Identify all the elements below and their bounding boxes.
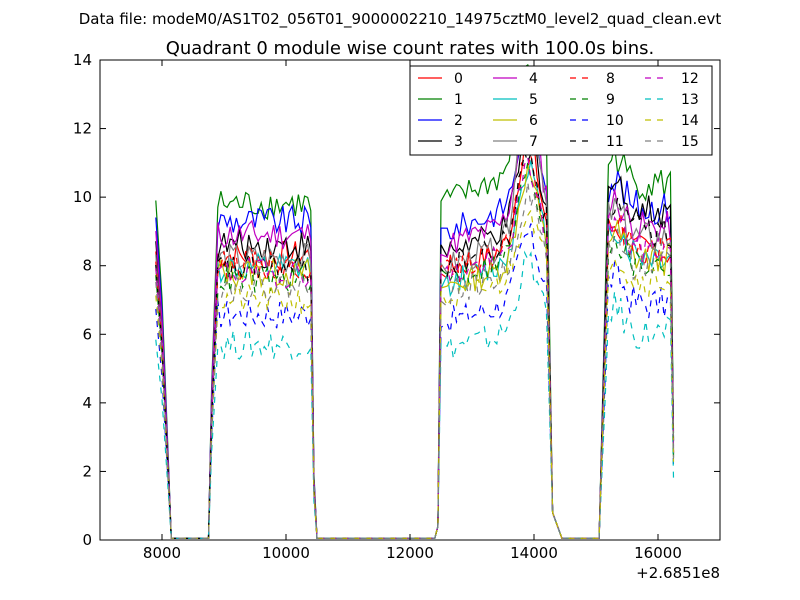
- legend-label-15: 15: [681, 134, 699, 150]
- series-line-5: [155, 160, 675, 539]
- series-line-8: [155, 154, 675, 539]
- legend-label-6: 6: [529, 113, 538, 129]
- y-tick-label: 12: [73, 120, 92, 138]
- legend-label-3: 3: [454, 134, 463, 150]
- series-line-9: [155, 162, 675, 539]
- y-tick-label: 14: [73, 51, 92, 69]
- series-line-14: [155, 208, 675, 539]
- legend-label-14: 14: [681, 113, 699, 129]
- data-file-suptitle: Data file: modeM0/AS1T02_056T01_90000022…: [79, 10, 722, 29]
- y-tick-label: 4: [82, 394, 92, 412]
- legend-label-10: 10: [606, 113, 624, 129]
- x-axis-ticks: 8000 10000 12000 14000 16000: [143, 60, 682, 562]
- legend-label-4: 4: [529, 71, 538, 87]
- series-line-6: [155, 164, 675, 539]
- legend-label-13: 13: [681, 92, 699, 108]
- legend-label-12: 12: [681, 71, 699, 87]
- y-tick-label: 10: [73, 188, 92, 206]
- series-line-0: [155, 129, 675, 539]
- x-tick-label: 12000: [386, 544, 434, 562]
- plot-lines: [155, 64, 675, 539]
- legend-label-8: 8: [606, 71, 615, 87]
- series-line-12: [155, 155, 675, 539]
- y-tick-label: 6: [82, 325, 92, 343]
- series-line-11: [155, 150, 675, 539]
- x-tick-label: 8000: [143, 544, 181, 562]
- x-tick-label: 14000: [510, 544, 558, 562]
- legend-label-1: 1: [454, 92, 463, 108]
- y-tick-label: 2: [82, 462, 92, 480]
- legend-frame: [409, 65, 713, 156]
- series-line-15: [155, 182, 675, 539]
- legend-label-11: 11: [606, 134, 624, 150]
- series-line-1: [155, 64, 675, 539]
- series-line-10: [155, 223, 675, 539]
- legend-label-9: 9: [606, 92, 615, 108]
- y-tick-label: 0: [82, 531, 92, 549]
- x-tick-label: 16000: [634, 544, 682, 562]
- series-line-2: [155, 104, 675, 539]
- legend-label-0: 0: [454, 71, 463, 87]
- y-tick-label: 8: [82, 257, 92, 275]
- legend-label-2: 2: [454, 113, 463, 129]
- x-tick-label: 10000: [262, 544, 310, 562]
- series-line-3: [155, 120, 675, 539]
- legend-label-7: 7: [529, 134, 538, 150]
- legend-label-5: 5: [529, 92, 538, 108]
- x-axis-offset-label: +2.6851e8: [636, 564, 720, 582]
- series-line-7: [155, 82, 675, 539]
- chart-title: Quadrant 0 module wise count rates with …: [166, 38, 655, 59]
- series-line-13: [155, 250, 675, 539]
